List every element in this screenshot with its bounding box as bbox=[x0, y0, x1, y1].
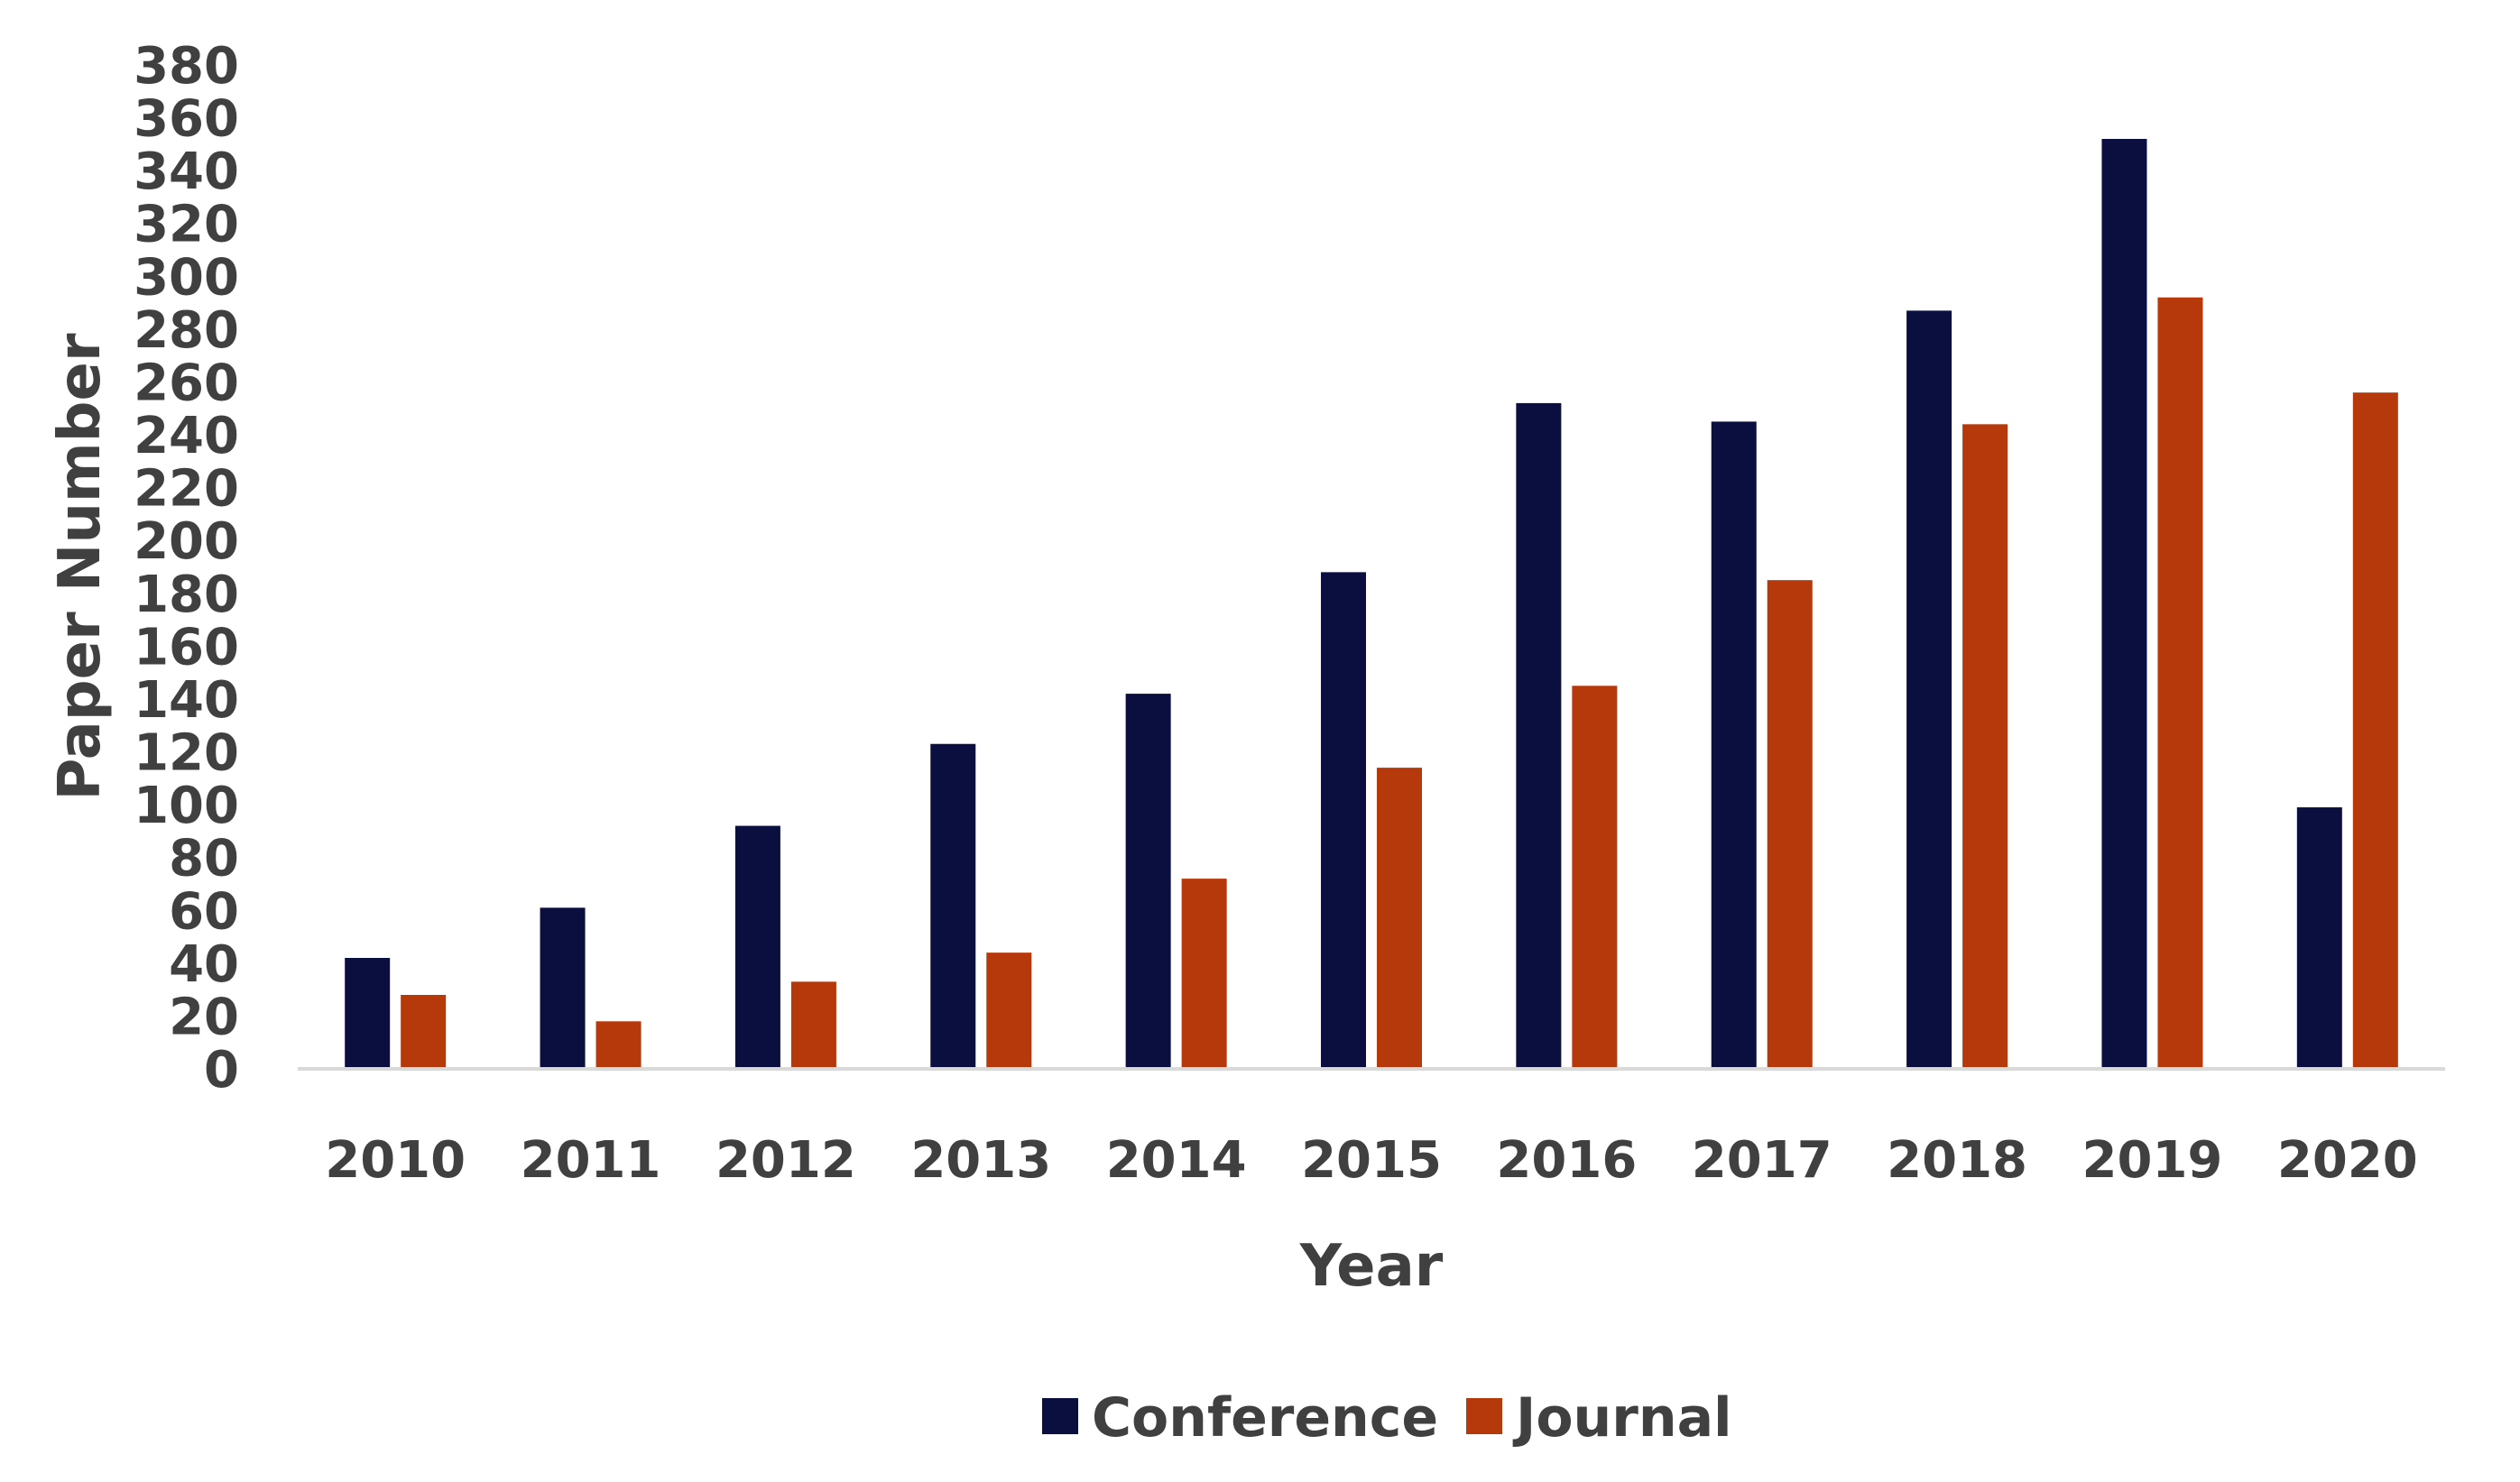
y-tick-label: 260 bbox=[134, 354, 239, 412]
bar-conference-2011 bbox=[540, 907, 586, 1069]
bar-conference-2015 bbox=[1321, 572, 1366, 1069]
y-tick-label: 320 bbox=[134, 196, 239, 254]
y-tick-label: 340 bbox=[134, 143, 239, 201]
bar-journal-2018 bbox=[1962, 424, 2008, 1069]
legend-label-journal: Journal bbox=[1512, 1386, 1732, 1450]
bars bbox=[345, 139, 2398, 1070]
bar-journal-2019 bbox=[2157, 297, 2203, 1069]
legend-swatch-conference bbox=[1042, 1398, 1078, 1434]
y-tick-label: 80 bbox=[169, 830, 239, 888]
x-tick-label: 2015 bbox=[1301, 1131, 1442, 1190]
y-tick-label: 160 bbox=[134, 618, 239, 677]
y-tick-label: 220 bbox=[134, 460, 239, 519]
legend-label-conference: Conference bbox=[1092, 1386, 1438, 1450]
bar-journal-2016 bbox=[1572, 686, 1618, 1069]
x-axis-title: Year bbox=[1299, 1233, 1444, 1300]
x-tick-label: 2020 bbox=[2277, 1131, 2418, 1190]
legend: Conference Journal bbox=[1042, 1386, 1732, 1450]
y-axis-title: Paper Number bbox=[47, 333, 114, 800]
x-tick-label: 2010 bbox=[325, 1131, 466, 1190]
y-tick-label: 280 bbox=[134, 301, 239, 360]
x-tick-label: 2018 bbox=[1887, 1131, 2027, 1190]
bar-journal-2017 bbox=[1767, 580, 1813, 1069]
bar-conference-2014 bbox=[1125, 694, 1171, 1069]
bar-conference-2012 bbox=[734, 825, 780, 1069]
bar-conference-2013 bbox=[930, 743, 976, 1069]
y-tick-label: 380 bbox=[134, 37, 239, 96]
x-tick-label: 2017 bbox=[1692, 1131, 1832, 1190]
bar-journal-2020 bbox=[2352, 392, 2398, 1070]
bar-conference-2016 bbox=[1516, 402, 1562, 1069]
y-axis-tick-labels: 0204060801001201401601802002202402602803… bbox=[134, 37, 239, 1100]
bar-conference-2018 bbox=[1906, 310, 1952, 1070]
x-tick-label: 2011 bbox=[521, 1131, 661, 1190]
bar-journal-2014 bbox=[1181, 879, 1227, 1069]
bar-conference-2017 bbox=[1711, 421, 1757, 1069]
y-tick-label: 140 bbox=[134, 671, 239, 730]
x-tick-label: 2013 bbox=[910, 1131, 1051, 1190]
y-tick-label: 60 bbox=[169, 882, 239, 941]
bar-journal-2012 bbox=[790, 981, 836, 1069]
y-tick-label: 300 bbox=[134, 248, 239, 307]
bar-journal-2013 bbox=[986, 953, 1032, 1069]
bar-journal-2010 bbox=[401, 994, 447, 1069]
legend-swatch-journal bbox=[1466, 1398, 1502, 1434]
y-tick-label: 20 bbox=[169, 988, 239, 1046]
y-tick-label: 0 bbox=[204, 1041, 239, 1100]
x-tick-label: 2019 bbox=[2082, 1131, 2223, 1190]
x-tick-label: 2016 bbox=[1496, 1131, 1637, 1190]
y-tick-label: 360 bbox=[134, 90, 239, 149]
y-tick-label: 100 bbox=[134, 777, 239, 835]
y-tick-label: 240 bbox=[134, 407, 239, 465]
x-axis-tick-labels: 2010 2011 2012 2013 2014 2015 2016 2017 2018 2019… bbox=[325, 1131, 2417, 1190]
y-tick-label: 200 bbox=[134, 512, 239, 571]
bar-conference-2020 bbox=[2296, 807, 2342, 1069]
y-tick-label: 40 bbox=[169, 935, 239, 994]
y-tick-label: 120 bbox=[134, 724, 239, 783]
y-tick-label: 180 bbox=[134, 566, 239, 624]
x-tick-label: 2012 bbox=[715, 1131, 856, 1190]
bar-journal-2011 bbox=[595, 1021, 642, 1069]
x-tick-label: 2014 bbox=[1106, 1131, 1247, 1190]
bar-conference-2010 bbox=[345, 957, 391, 1069]
bar-conference-2019 bbox=[2101, 139, 2147, 1070]
bar-journal-2015 bbox=[1377, 768, 1422, 1069]
